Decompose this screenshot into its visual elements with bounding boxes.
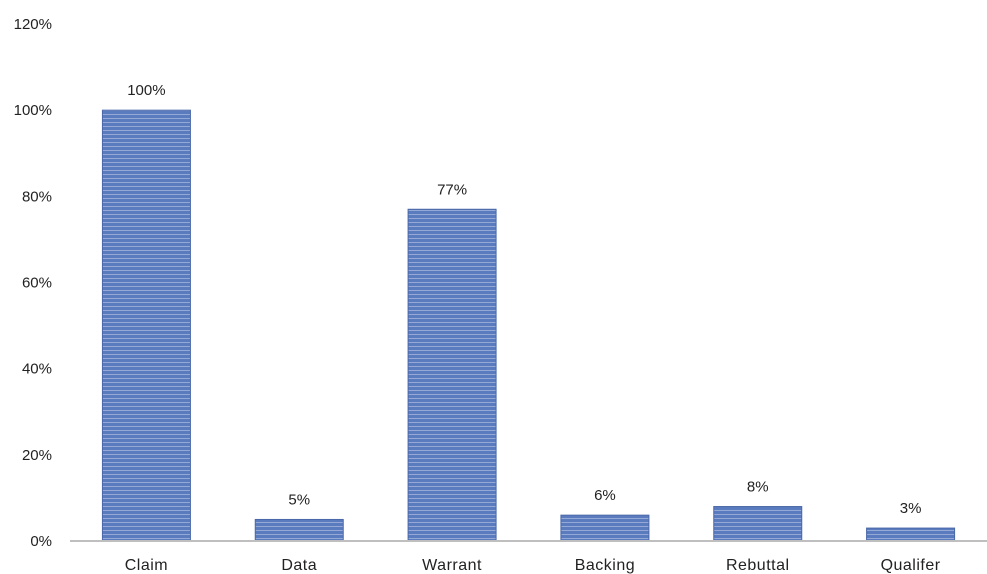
bar-qualifer	[866, 527, 956, 542]
category-label: Rebuttal	[726, 557, 790, 574]
bar-data	[254, 518, 344, 542]
y-tick-label: 100%	[14, 102, 52, 119]
category-label: Warrant	[422, 557, 482, 574]
data-label: 6%	[594, 487, 616, 504]
y-axis-tick-labels: 0% 20% 40% 60% 80% 100% 120%	[14, 16, 52, 550]
bar-claim	[101, 109, 191, 542]
category-label: Claim	[125, 557, 168, 574]
y-tick-label: 0%	[30, 533, 52, 550]
y-tick-label: 20%	[22, 447, 52, 464]
y-tick-label: 80%	[22, 188, 52, 205]
data-labels: 100% 5% 77% 6% 8% 3%	[127, 82, 921, 517]
y-tick-label: 60%	[22, 275, 52, 292]
x-axis-category-labels: Claim Data Warrant Backing Rebuttal Qualifer	[125, 557, 941, 574]
category-label: Data	[281, 557, 317, 574]
bars	[101, 109, 956, 542]
y-tick-label: 40%	[22, 361, 52, 378]
bar-warrant	[407, 208, 497, 542]
data-label: 77%	[437, 181, 467, 198]
bar-backing	[560, 514, 650, 542]
category-label: Qualifer	[881, 557, 941, 574]
data-label: 5%	[288, 491, 310, 508]
category-label: Backing	[575, 557, 635, 574]
y-tick-label: 120%	[14, 16, 52, 33]
bar-rebuttal	[713, 506, 803, 542]
data-label: 8%	[747, 479, 769, 496]
data-label: 100%	[127, 82, 165, 99]
data-label: 3%	[900, 500, 922, 517]
